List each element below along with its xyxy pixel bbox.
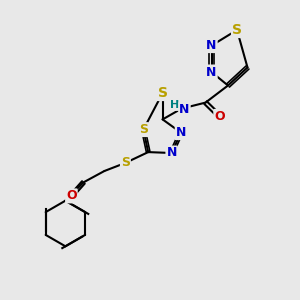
- Text: S: S: [139, 123, 148, 136]
- Text: S: S: [232, 23, 242, 37]
- Text: N: N: [206, 65, 217, 79]
- Text: N: N: [179, 103, 190, 116]
- Text: S: S: [158, 86, 168, 100]
- Text: O: O: [66, 189, 77, 203]
- Text: H: H: [170, 100, 179, 110]
- Text: S: S: [121, 156, 130, 170]
- Text: N: N: [167, 146, 177, 160]
- Text: N: N: [206, 39, 217, 52]
- Text: O: O: [214, 110, 225, 123]
- Text: N: N: [176, 126, 186, 139]
